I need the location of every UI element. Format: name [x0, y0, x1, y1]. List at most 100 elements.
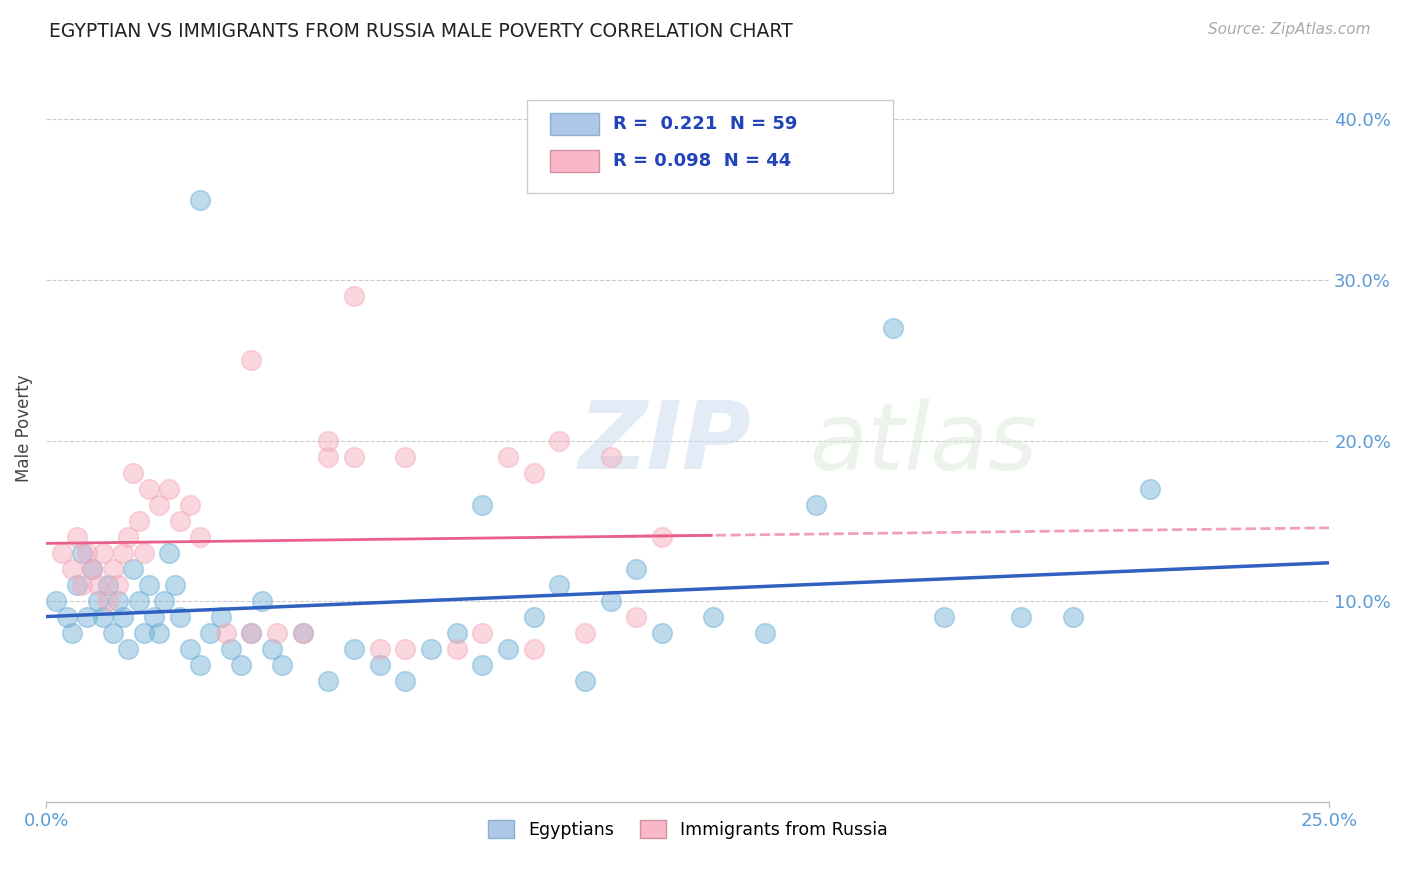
- Point: [97, 578, 120, 592]
- Point: [250, 594, 273, 608]
- Point: [702, 610, 724, 624]
- Point: [188, 193, 211, 207]
- Point: [271, 658, 294, 673]
- Point: [153, 594, 176, 608]
- Point: [523, 466, 546, 480]
- Text: R =  0.221  N = 59: R = 0.221 N = 59: [613, 115, 797, 133]
- Point: [574, 626, 596, 640]
- Point: [368, 642, 391, 657]
- Point: [626, 562, 648, 576]
- Point: [343, 289, 366, 303]
- Point: [394, 642, 416, 657]
- FancyBboxPatch shape: [550, 150, 599, 172]
- Y-axis label: Male Poverty: Male Poverty: [15, 375, 32, 483]
- Point: [122, 466, 145, 480]
- Point: [70, 546, 93, 560]
- Point: [138, 578, 160, 592]
- Point: [1062, 610, 1084, 624]
- Point: [148, 626, 170, 640]
- Point: [60, 626, 83, 640]
- Point: [318, 434, 340, 448]
- Point: [132, 626, 155, 640]
- Point: [266, 626, 288, 640]
- Point: [82, 562, 104, 576]
- Point: [219, 642, 242, 657]
- Point: [163, 578, 186, 592]
- Point: [209, 610, 232, 624]
- Point: [169, 610, 191, 624]
- Point: [179, 642, 201, 657]
- Point: [599, 450, 621, 464]
- Point: [471, 626, 494, 640]
- Point: [471, 498, 494, 512]
- Point: [420, 642, 443, 657]
- Point: [882, 321, 904, 335]
- Point: [101, 626, 124, 640]
- Point: [117, 530, 139, 544]
- FancyBboxPatch shape: [550, 112, 599, 135]
- Point: [626, 610, 648, 624]
- Point: [240, 353, 263, 368]
- Point: [394, 450, 416, 464]
- Point: [82, 562, 104, 576]
- Point: [496, 450, 519, 464]
- Point: [117, 642, 139, 657]
- Point: [169, 514, 191, 528]
- Point: [231, 658, 253, 673]
- Point: [200, 626, 222, 640]
- Point: [446, 642, 468, 657]
- Point: [1010, 610, 1032, 624]
- Point: [651, 626, 673, 640]
- Point: [548, 434, 571, 448]
- Text: R = 0.098  N = 44: R = 0.098 N = 44: [613, 153, 792, 170]
- Point: [394, 674, 416, 689]
- Point: [128, 514, 150, 528]
- Point: [446, 626, 468, 640]
- Point: [143, 610, 166, 624]
- Point: [754, 626, 776, 640]
- Point: [86, 578, 108, 592]
- Point: [599, 594, 621, 608]
- Point: [1139, 482, 1161, 496]
- Point: [574, 674, 596, 689]
- Point: [107, 578, 129, 592]
- Point: [76, 546, 98, 560]
- Text: Source: ZipAtlas.com: Source: ZipAtlas.com: [1208, 22, 1371, 37]
- Point: [343, 642, 366, 657]
- Point: [66, 530, 89, 544]
- Point: [97, 594, 120, 608]
- Point: [934, 610, 956, 624]
- Point: [55, 610, 77, 624]
- Point: [318, 450, 340, 464]
- Point: [188, 530, 211, 544]
- Point: [101, 562, 124, 576]
- Point: [188, 658, 211, 673]
- Point: [122, 562, 145, 576]
- Point: [112, 610, 135, 624]
- Point: [260, 642, 283, 657]
- Point: [70, 578, 93, 592]
- Point: [523, 610, 546, 624]
- Point: [86, 594, 108, 608]
- Point: [132, 546, 155, 560]
- Point: [215, 626, 238, 640]
- Point: [318, 674, 340, 689]
- Point: [471, 658, 494, 673]
- Point: [76, 610, 98, 624]
- Point: [128, 594, 150, 608]
- Point: [138, 482, 160, 496]
- Point: [107, 594, 129, 608]
- FancyBboxPatch shape: [527, 100, 893, 194]
- Point: [651, 530, 673, 544]
- Point: [157, 546, 180, 560]
- Point: [804, 498, 827, 512]
- Text: atlas: atlas: [810, 398, 1038, 489]
- Point: [240, 626, 263, 640]
- Point: [45, 594, 67, 608]
- Point: [51, 546, 73, 560]
- Point: [112, 546, 135, 560]
- Point: [66, 578, 89, 592]
- Point: [496, 642, 519, 657]
- Text: ZIP: ZIP: [579, 398, 752, 490]
- Point: [148, 498, 170, 512]
